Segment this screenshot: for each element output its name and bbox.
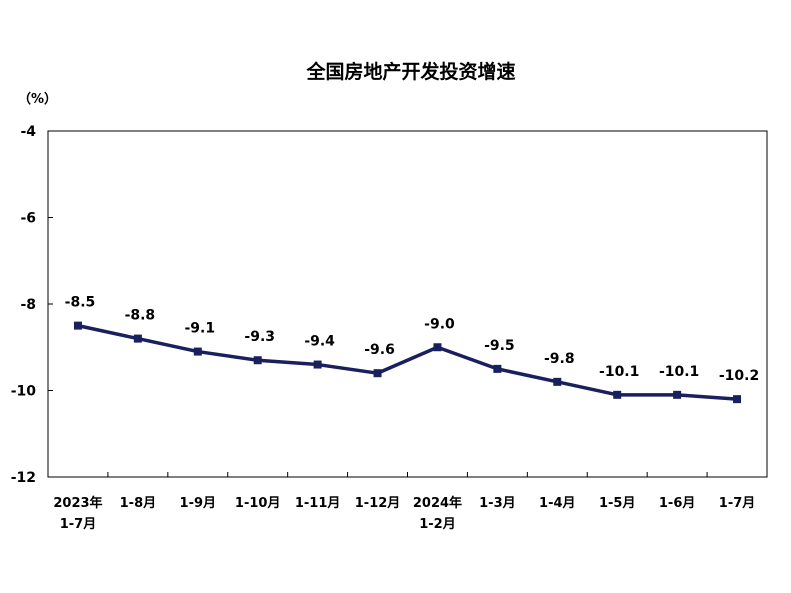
data-point (373, 369, 382, 378)
data-label: -8.5 (65, 295, 96, 311)
chart-title: 全国房地产开发投资增速 (305, 60, 515, 83)
data-label: -10.1 (599, 364, 639, 380)
series-line (77, 323, 738, 401)
x-tick-label: 2024年 (413, 495, 462, 511)
data-point (613, 390, 622, 399)
data-label: -9.6 (364, 342, 395, 358)
data-point (733, 395, 742, 404)
data-label: -9.4 (304, 334, 335, 350)
data-label: -9.0 (424, 316, 455, 332)
plot-frame (47, 130, 768, 478)
x-tick-label: 1-12月 (355, 496, 401, 511)
data-point (73, 321, 82, 330)
x-tick-label: 1-3月 (479, 496, 516, 511)
x-tick-label: 1-2月 (419, 517, 456, 532)
data-point (493, 364, 502, 373)
x-tick-label: 1-7月 (60, 517, 97, 532)
data-point (253, 356, 262, 365)
x-tick-label: 1-6月 (659, 496, 696, 511)
x-tick-label: 1-4月 (539, 496, 576, 511)
y-tick-label: -8 (20, 297, 36, 313)
x-tick-label: 1-5月 (599, 496, 636, 511)
x-tick-label: 1-10月 (235, 496, 281, 511)
y-tick-label: -12 (11, 470, 36, 486)
data-point (313, 360, 322, 369)
y-tick-label: -10 (11, 384, 37, 400)
plot-area: -4 -6 -8 -10 -12 2023年 1-7月 1-8月 1-9月 1-10月 1-11月 1… (11, 124, 768, 532)
y-tick-label: -6 (20, 211, 36, 227)
data-label: -10.2 (719, 368, 759, 384)
x-tick-label: 2023年 (53, 495, 102, 511)
data-point (133, 334, 142, 343)
data-point (673, 390, 682, 399)
x-tick-label: 1-7月 (719, 496, 756, 511)
data-point (193, 347, 202, 356)
x-tick-label: 1-8月 (120, 496, 157, 511)
data-label: -9.8 (544, 351, 575, 367)
data-label: -10.1 (659, 364, 699, 380)
y-axis-unit-label: （%） (18, 91, 57, 107)
x-tick-label: 1-11月 (295, 496, 341, 511)
y-tick-label: -4 (20, 124, 36, 140)
data-label: -8.8 (125, 308, 156, 324)
data-label: -9.3 (244, 329, 275, 345)
data-point (553, 377, 562, 386)
data-label: -9.5 (484, 338, 515, 354)
x-tick-label: 1-9月 (180, 496, 217, 511)
data-point (433, 343, 442, 352)
data-label: -9.1 (184, 321, 215, 337)
